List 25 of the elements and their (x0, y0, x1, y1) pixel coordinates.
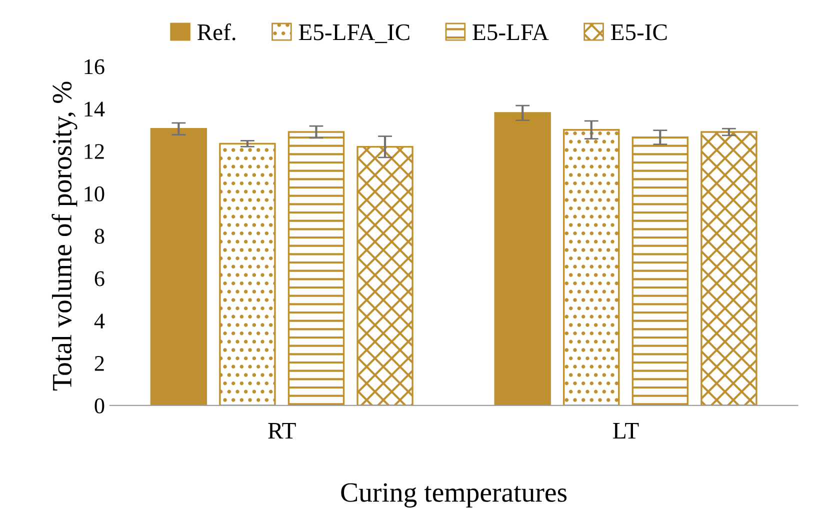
bar (632, 136, 688, 406)
x-axis-title: Curing temperatures (341, 483, 567, 508)
x-tick-label: RT (268, 423, 296, 438)
y-tick-label: 6 (94, 271, 104, 286)
bar (563, 129, 620, 406)
bar (494, 112, 551, 406)
y-tick-label: 10 (84, 186, 104, 202)
x-tick-label: LT (613, 423, 639, 438)
legend-label: E5-LFA (472, 24, 549, 40)
y-tick-label: 0 (94, 398, 104, 414)
bar (356, 146, 414, 406)
y-tick-label: 16 (84, 59, 104, 74)
legend-label: Ref. (197, 23, 236, 40)
bar (288, 131, 345, 406)
bar (150, 128, 208, 406)
y-tick-label: 4 (94, 314, 105, 328)
legend-label: E5-LFA_IC (298, 24, 410, 44)
bar (219, 142, 276, 406)
y-tick-label: 14 (84, 102, 105, 116)
legend-label: E5-IC (610, 24, 667, 40)
y-axis-title: Total volume of porosity, % (52, 82, 78, 390)
y-tick-label: 2 (94, 356, 104, 371)
y-tick-label: 8 (94, 228, 104, 244)
bar (700, 131, 758, 406)
y-tick-label: 12 (84, 144, 104, 159)
